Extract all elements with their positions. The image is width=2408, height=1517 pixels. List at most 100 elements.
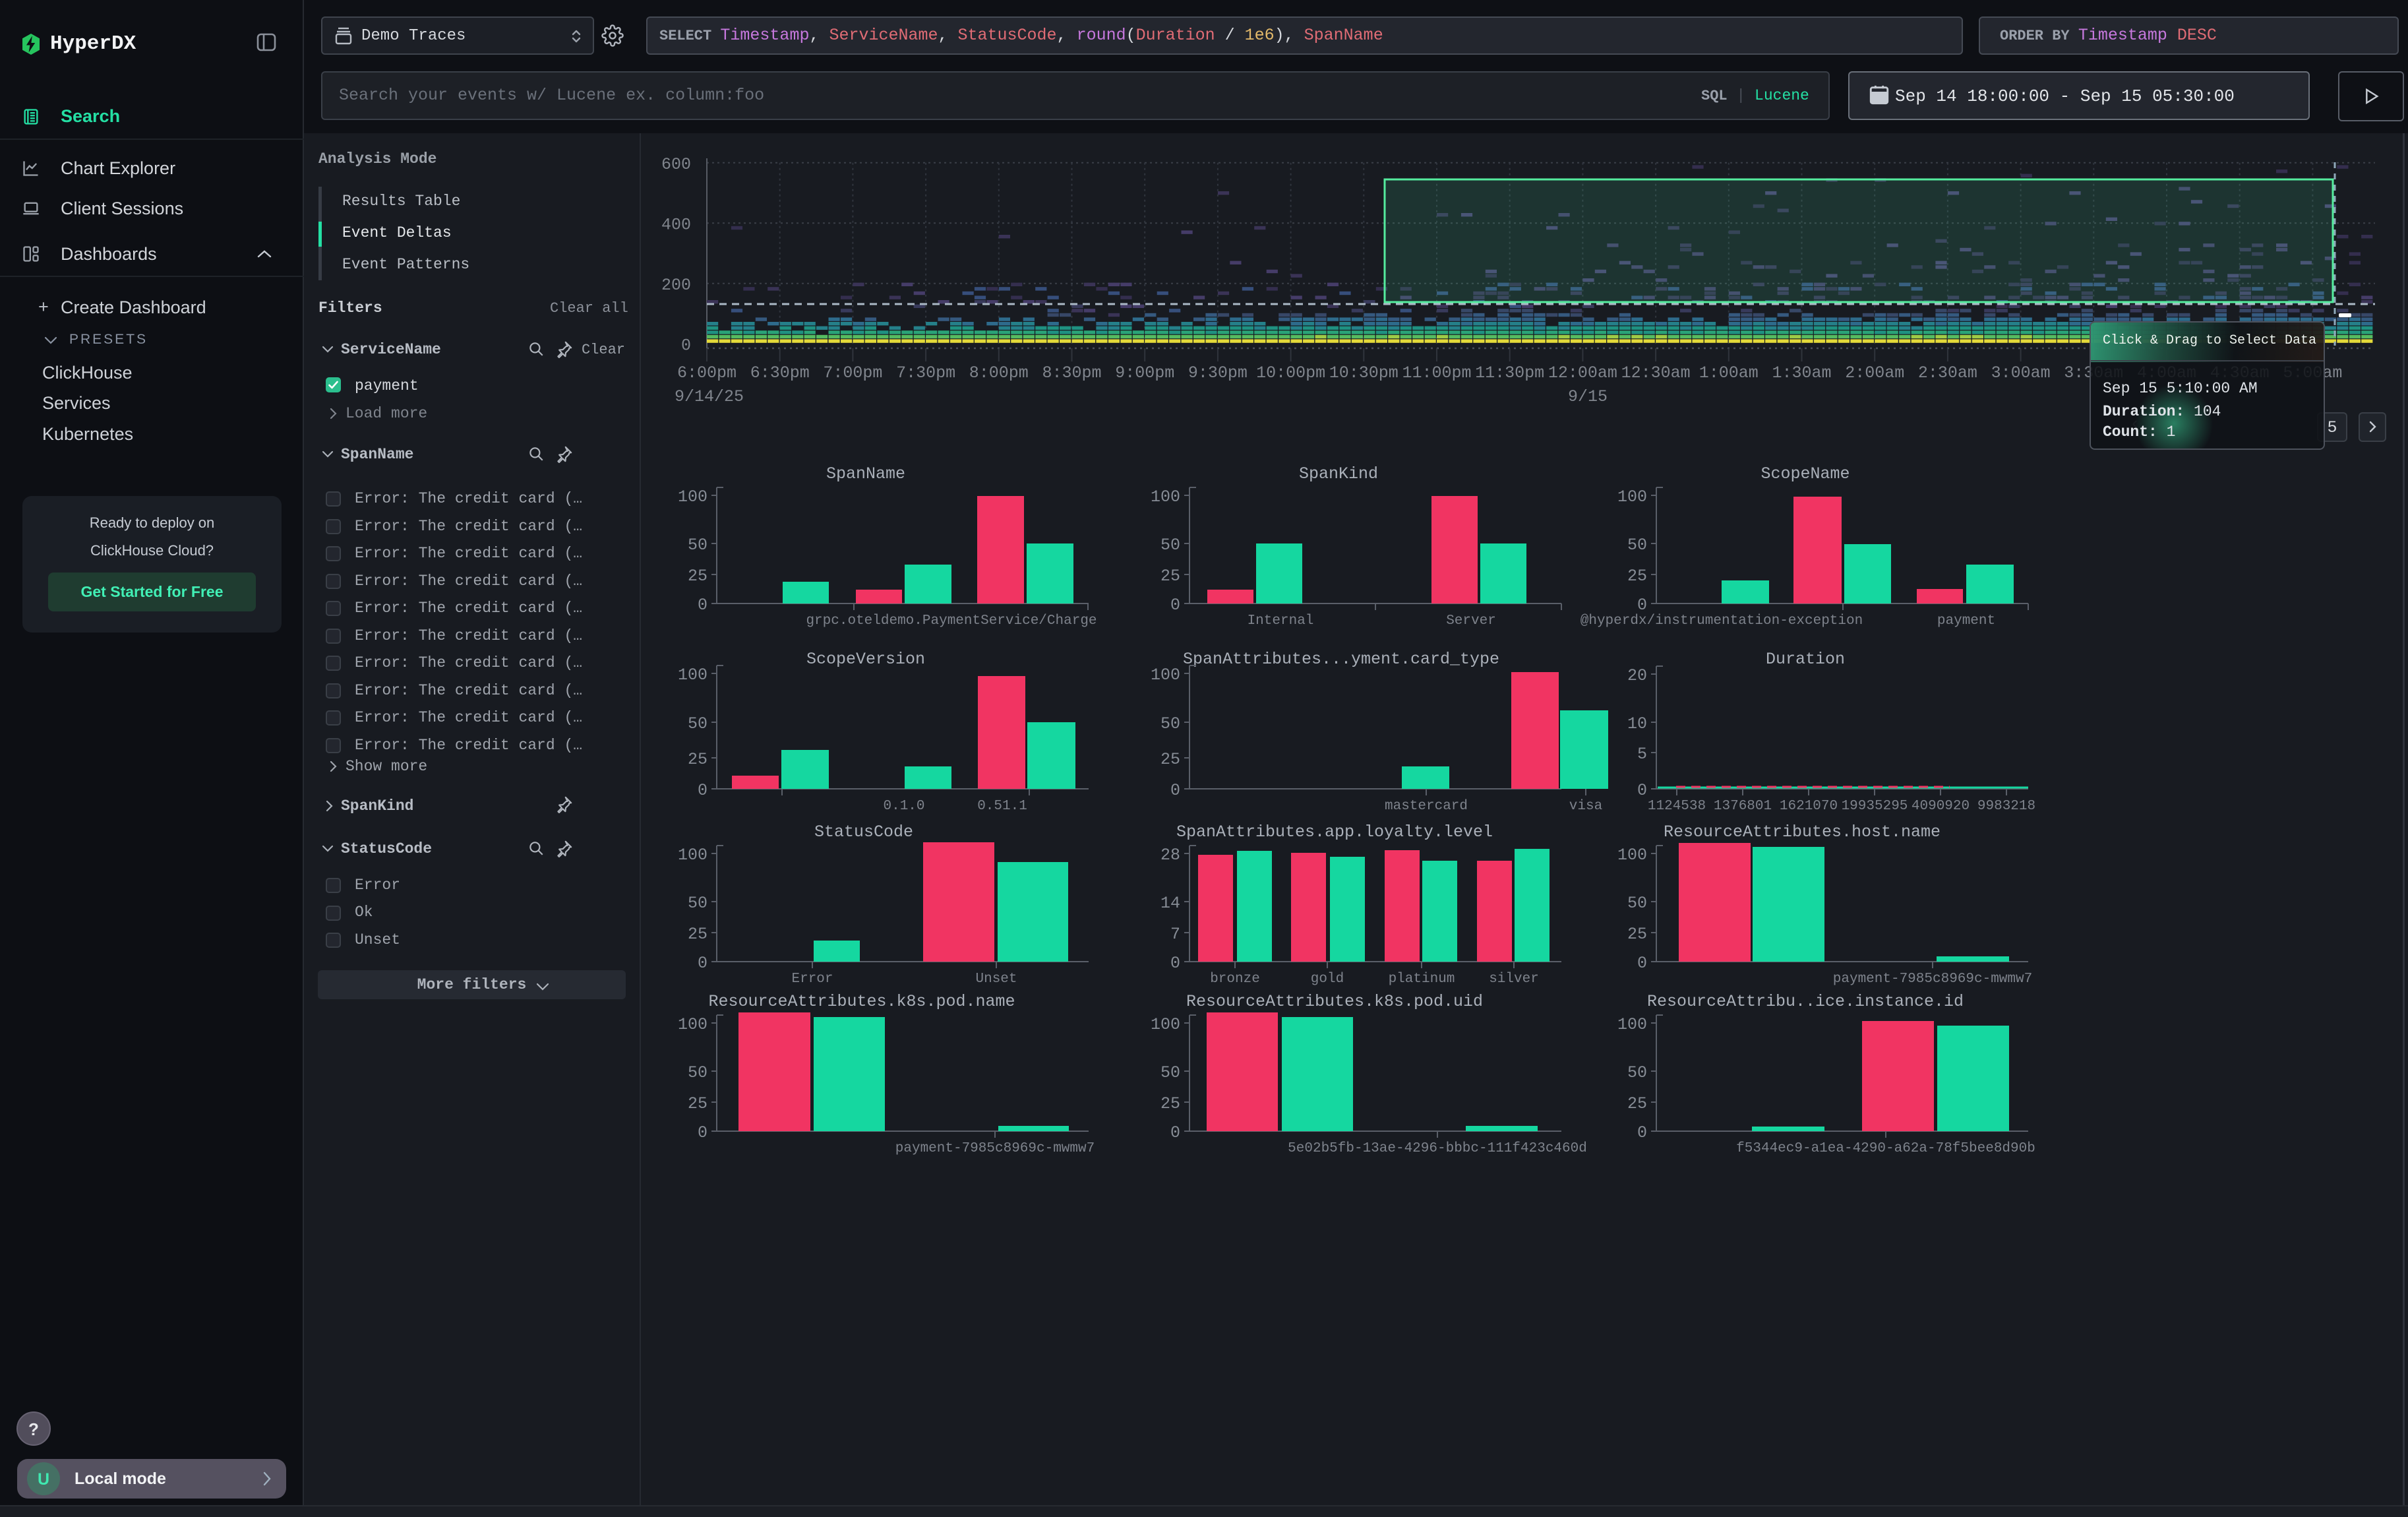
svg-text:6:30pm: 6:30pm [750, 363, 810, 383]
svg-text:Duration: Duration [1766, 650, 1845, 669]
svg-text:0: 0 [1170, 596, 1180, 615]
svg-text:1124538: 1124538 [1648, 799, 1706, 814]
svg-text:SpanAttributes.app.loyalty.lev: SpanAttributes.app.loyalty.level [1176, 822, 1493, 842]
svg-text:2:00am: 2:00am [1845, 363, 1904, 383]
svg-text:25: 25 [688, 1094, 707, 1113]
svg-text:25: 25 [688, 567, 707, 586]
svg-text:f5344ec9-a1ea-4290-a62a-78f5be: f5344ec9-a1ea-4290-a62a-78f5bee8d90b [1736, 1141, 2035, 1156]
svg-text:14: 14 [1160, 894, 1180, 913]
svg-text:0.51.1: 0.51.1 [977, 799, 1027, 814]
svg-text:0: 0 [698, 596, 707, 615]
svg-text:0: 0 [1637, 596, 1647, 615]
svg-text:25: 25 [1160, 567, 1180, 586]
svg-text:50: 50 [1160, 536, 1180, 555]
svg-text:ResourceAttributes.k8s.pod.uid: ResourceAttributes.k8s.pod.uid [1186, 992, 1483, 1011]
svg-text:50: 50 [1627, 1063, 1647, 1082]
svg-text:0: 0 [1170, 781, 1180, 800]
svg-text:11:30pm: 11:30pm [1475, 363, 1544, 383]
svg-text:12:30am: 12:30am [1621, 363, 1691, 383]
svg-text:50: 50 [1160, 1063, 1180, 1082]
svg-text:25: 25 [1160, 750, 1180, 769]
svg-text:200: 200 [661, 276, 691, 295]
svg-text:100: 100 [678, 487, 707, 507]
svg-text:8:00pm: 8:00pm [969, 363, 1029, 383]
svg-text:0: 0 [1637, 954, 1647, 973]
svg-text:400: 400 [661, 215, 691, 234]
svg-text:50: 50 [688, 894, 707, 913]
svg-text:50: 50 [1160, 714, 1180, 733]
svg-text:SpanKind: SpanKind [1299, 464, 1378, 483]
svg-text:1376801: 1376801 [1714, 799, 1772, 814]
svg-text:100: 100 [678, 666, 707, 685]
svg-text:ResourceAttribu..ice.instance.: ResourceAttribu..ice.instance.id [1647, 992, 1964, 1011]
svg-text:StatusCode: StatusCode [814, 822, 913, 842]
svg-text:ResourceAttributes.host.name: ResourceAttributes.host.name [1664, 822, 1941, 842]
svg-text:9983218: 9983218 [1977, 799, 2035, 814]
svg-text:gold: gold [1311, 972, 1344, 987]
svg-text:Error: Error [791, 972, 833, 987]
svg-text:0: 0 [1637, 781, 1647, 800]
svg-text:4090920: 4090920 [1911, 799, 1970, 814]
svg-text:3:00am: 3:00am [1991, 363, 2051, 383]
svg-text:7:30pm: 7:30pm [896, 363, 955, 383]
svg-text:25: 25 [1627, 567, 1647, 586]
svg-text:50: 50 [688, 714, 707, 733]
svg-text:100: 100 [1151, 666, 1180, 685]
svg-text:25: 25 [1627, 1094, 1647, 1113]
svg-text:25: 25 [1160, 1094, 1180, 1113]
svg-text:9/14/25: 9/14/25 [675, 387, 744, 406]
svg-text:100: 100 [1617, 487, 1647, 507]
svg-text:600: 600 [661, 155, 691, 174]
svg-text:SpanName: SpanName [826, 464, 905, 483]
svg-text:0: 0 [698, 781, 707, 800]
svg-text:10:30pm: 10:30pm [1329, 363, 1399, 383]
svg-text:1621070: 1621070 [1780, 799, 1838, 814]
svg-text:10: 10 [1627, 714, 1647, 733]
svg-text:25: 25 [688, 925, 707, 944]
svg-text:ResourceAttributes.k8s.pod.nam: ResourceAttributes.k8s.pod.name [708, 992, 1015, 1011]
svg-text:Unset: Unset [975, 972, 1017, 987]
svg-text:100: 100 [1617, 846, 1647, 865]
svg-text:25: 25 [1627, 925, 1647, 944]
svg-text:0: 0 [698, 1123, 707, 1142]
svg-text:1:00am: 1:00am [1699, 363, 1759, 383]
svg-text:payment-7985c8969c-mwmw7: payment-7985c8969c-mwmw7 [1833, 972, 2032, 987]
svg-text:mastercard: mastercard [1385, 799, 1468, 814]
svg-text:8:30pm: 8:30pm [1042, 363, 1101, 383]
svg-text:28: 28 [1160, 846, 1180, 865]
svg-text:grpc.oteldemo.PaymentService/C: grpc.oteldemo.PaymentService/Charge [806, 613, 1097, 629]
svg-text:50: 50 [688, 536, 707, 555]
svg-text:100: 100 [1617, 1015, 1647, 1034]
svg-text:Internal: Internal [1248, 613, 1314, 629]
svg-text:7: 7 [1170, 925, 1180, 944]
svg-text:2:30am: 2:30am [1918, 363, 1977, 383]
svg-text:silver: silver [1489, 972, 1539, 987]
svg-text:100: 100 [1151, 487, 1180, 507]
svg-text:9/15: 9/15 [1568, 387, 1608, 406]
svg-text:0: 0 [698, 954, 707, 973]
svg-text:1:30am: 1:30am [1772, 363, 1831, 383]
svg-text:9:00pm: 9:00pm [1115, 363, 1174, 383]
svg-text:7:00pm: 7:00pm [823, 363, 882, 383]
svg-text:payment: payment [1937, 613, 1995, 629]
svg-text:100: 100 [678, 846, 707, 865]
svg-text:ScopeName: ScopeName [1761, 464, 1850, 483]
svg-text:10:00pm: 10:00pm [1256, 363, 1325, 383]
svg-text:payment-7985c8969c-mwmw7: payment-7985c8969c-mwmw7 [895, 1141, 1095, 1156]
svg-text:5e02b5fb-13ae-4296-bbbc-111f42: 5e02b5fb-13ae-4296-bbbc-111f423c460d [1288, 1141, 1587, 1156]
svg-text:19935295: 19935295 [1842, 799, 1908, 814]
svg-text:@hyperdx/instrumentation-excep: @hyperdx/instrumentation-exception [1580, 613, 1863, 629]
svg-text:50: 50 [1627, 536, 1647, 555]
svg-text:0: 0 [1170, 954, 1180, 973]
svg-text:50: 50 [688, 1063, 707, 1082]
svg-text:0: 0 [681, 336, 691, 355]
svg-text:100: 100 [1151, 1015, 1180, 1034]
svg-text:5: 5 [1637, 745, 1647, 764]
svg-text:platinum: platinum [1389, 972, 1455, 987]
svg-text:9:30pm: 9:30pm [1188, 363, 1248, 383]
svg-text:20: 20 [1627, 666, 1647, 685]
svg-text:ScopeVersion: ScopeVersion [806, 650, 925, 669]
svg-text:11:00pm: 11:00pm [1402, 363, 1471, 383]
svg-text:100: 100 [678, 1015, 707, 1034]
svg-text:bronze: bronze [1210, 972, 1260, 987]
